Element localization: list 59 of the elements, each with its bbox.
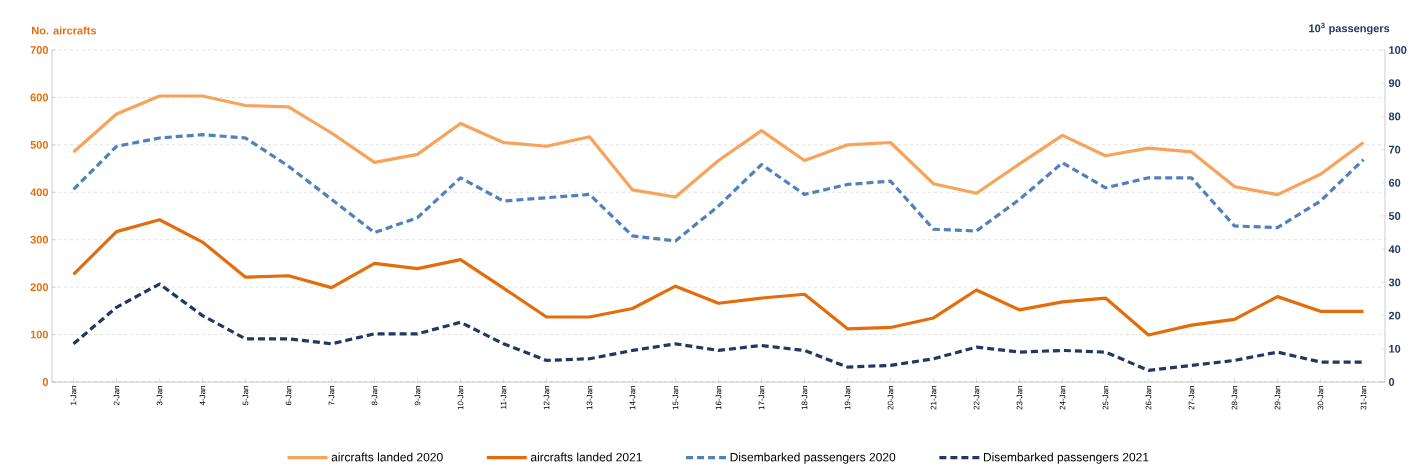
x-tick-label: 15-Jan [672, 386, 679, 410]
x-tick-label: 4-Jan [199, 386, 206, 406]
y2-tick-label: 100 [1389, 46, 1407, 54]
x-tick-label: 2-Jan [113, 386, 120, 406]
y2-tick-label: 30 [1388, 278, 1401, 287]
y-axis-title: No. aircrafts [32, 26, 97, 35]
x-tick-label: 8-Jan [371, 386, 378, 406]
y2-axis-title: 10$^{3}$ passengers [1309, 22, 1390, 35]
legend-label: aircrafts landed 2020 [331, 452, 443, 462]
x-tick-label: 7-Jan [328, 386, 335, 406]
x-tick-label: 19-Jan [844, 386, 851, 410]
x-tick-label: 31-Jan [1360, 386, 1367, 410]
x-tick-label: 22-Jan [973, 386, 980, 410]
x-tick-label: 9-Jan [414, 386, 421, 406]
y2-tick-label: 70 [1388, 145, 1401, 154]
y-tick-label: 300 [30, 235, 49, 244]
line-series [71, 133, 1366, 243]
x-tick-label: 1-Jan [70, 386, 77, 405]
x-tick-label: 20-Jan [887, 386, 894, 410]
y2-tick-label: 0 [1388, 378, 1395, 386]
y2-tick-label: 90 [1388, 79, 1401, 88]
y-tick-label: 400 [30, 188, 49, 197]
x-tick-label: 6-Jan [285, 386, 292, 406]
x-tick-label: 5-Jan [242, 386, 249, 406]
y2-tick-label: 10 [1389, 344, 1401, 353]
y2-tick-label: 20 [1388, 311, 1401, 320]
x-tick-label: 17-Jan [758, 386, 765, 410]
x-tick-label: 11-Jan [500, 386, 507, 409]
legend-label: Disembarked passengers 2020 [730, 452, 896, 464]
x-tick-label: 10-Jan [457, 386, 464, 410]
x-tick-label: 30-Jan [1317, 386, 1324, 410]
y2-tick-label: 50 [1388, 212, 1401, 220]
x-tick-label: 14-Jan [629, 386, 636, 410]
x-tick-label: 26-Jan [1145, 386, 1152, 410]
x-tick-label: 3-Jan [156, 386, 163, 406]
x-tick-label: 12-Jan [543, 386, 550, 410]
x-tick-label: 25-Jan [1102, 386, 1109, 410]
y2-tick-label: 60 [1388, 178, 1401, 187]
y2-tick-label: 40 [1388, 245, 1401, 254]
legend-label: aircrafts landed 2021 [530, 452, 642, 462]
x-tick-label: 13-Jan [586, 386, 593, 410]
x-tick-label: 24-Jan [1059, 386, 1066, 410]
y-tick-label: 700 [30, 46, 49, 54]
x-tick-label: 28-Jan [1231, 386, 1238, 410]
y-tick-label: 0 [42, 378, 49, 386]
y-tick-label: 600 [30, 93, 49, 102]
y2-tick-label: 80 [1388, 112, 1401, 121]
y-tick-label: 200 [30, 283, 49, 292]
y-tick-label: 100 [30, 330, 49, 339]
x-tick-label: 21-Jan [930, 386, 937, 410]
x-tick-label: 23-Jan [1016, 386, 1023, 410]
x-tick-label: 16-Jan [715, 386, 722, 410]
x-tick-label: 27-Jan [1188, 386, 1195, 410]
legend-label: Disembarked passengers 2021 [983, 452, 1149, 464]
x-tick-label: 18-Jan [801, 386, 808, 410]
line-series [71, 218, 1366, 337]
y-tick-label: 500 [30, 140, 49, 149]
x-tick-label: 29-Jan [1274, 386, 1281, 410]
line-series [71, 94, 1366, 199]
